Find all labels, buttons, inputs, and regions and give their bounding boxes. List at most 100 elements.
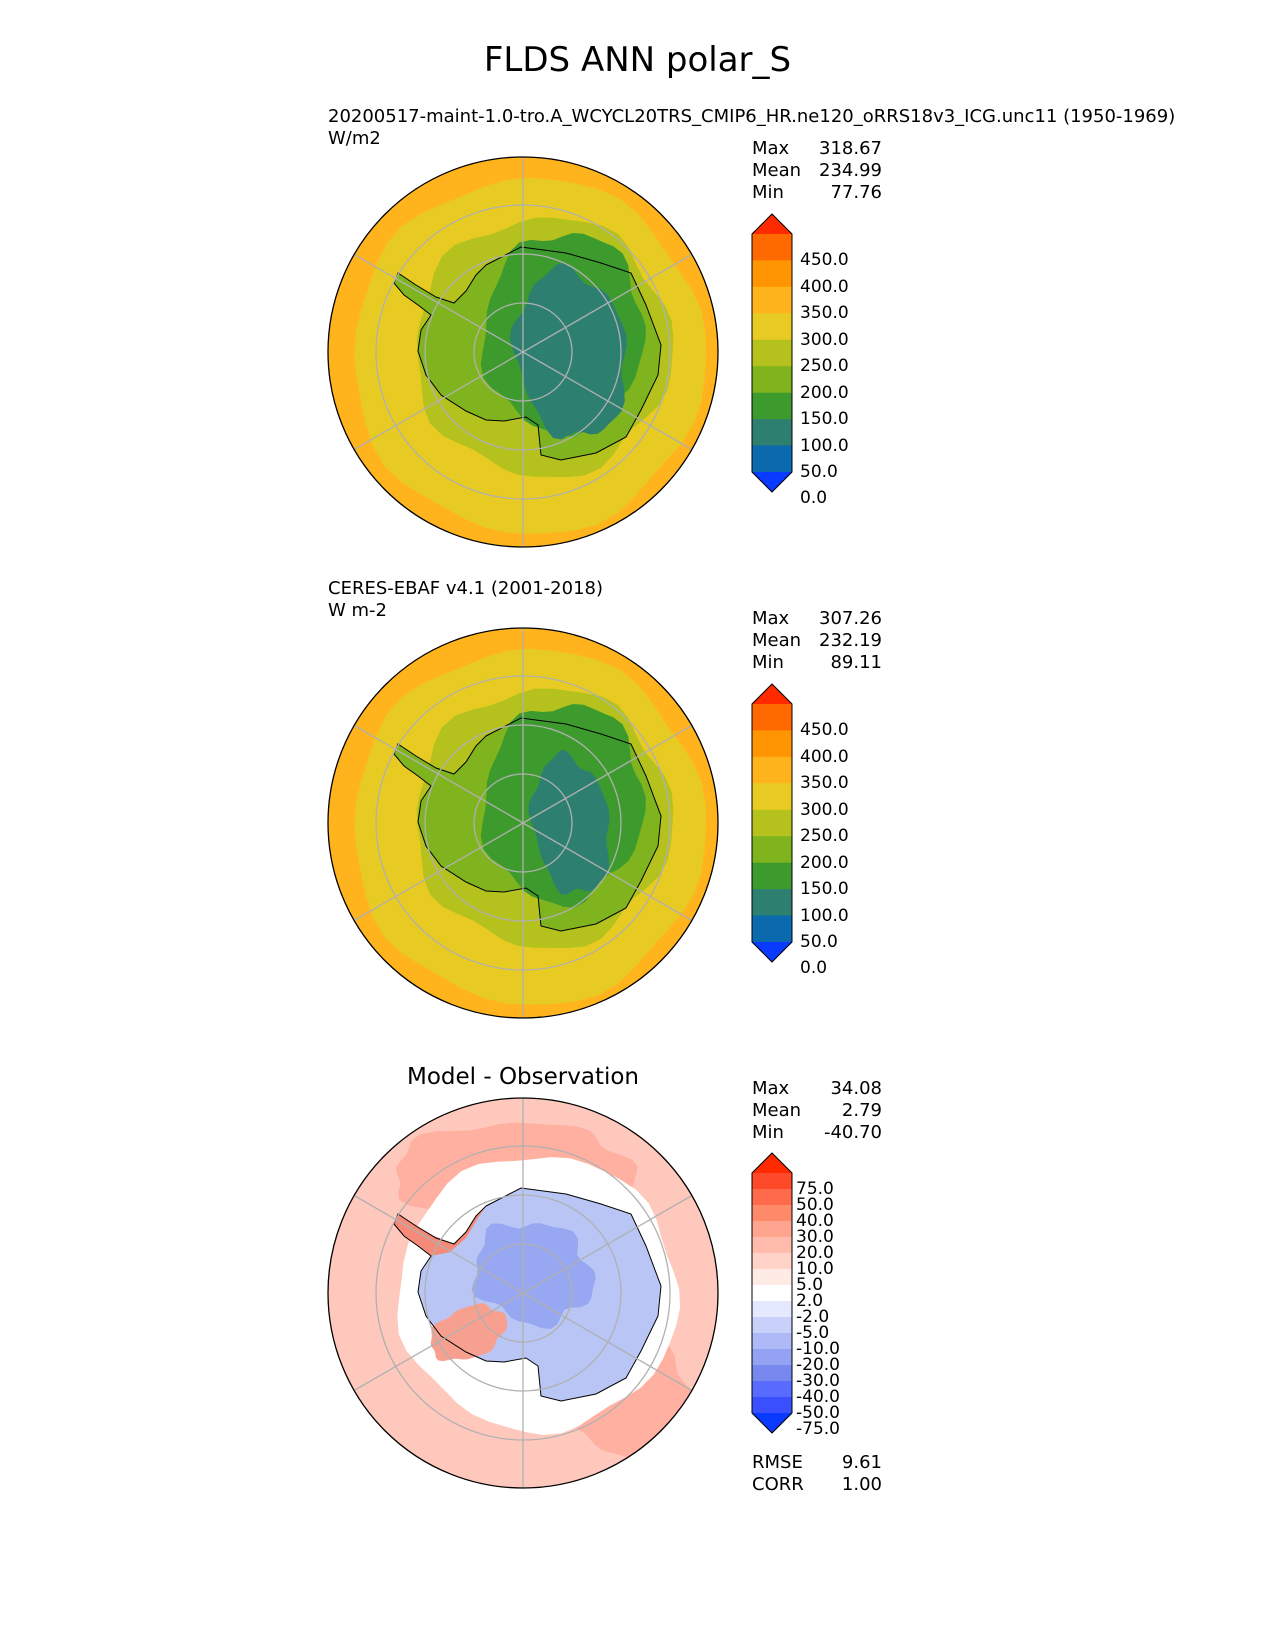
colorbar-tick-label: 50.0 bbox=[796, 1195, 834, 1215]
longitude-line bbox=[522, 1292, 693, 1392]
longitude-line bbox=[522, 822, 693, 922]
colorbar-tick-label: 200.0 bbox=[800, 382, 849, 403]
colorbar-extend-min bbox=[752, 1413, 792, 1433]
stat-rmse: RMSE 9.61 bbox=[752, 1452, 882, 1473]
polar-map-difference bbox=[327, 1097, 719, 1489]
colorbar-segment bbox=[752, 1205, 792, 1222]
colorbar-tick-label: 0.0 bbox=[800, 958, 828, 979]
error-stats-box: RMSE 9.61 CORR 1.00 bbox=[752, 1452, 882, 1496]
colorbar-segment bbox=[752, 1381, 792, 1398]
colorbar-outline bbox=[751, 213, 793, 493]
longitude-line bbox=[353, 253, 524, 353]
colorbar-extend-max bbox=[752, 214, 792, 234]
coastline bbox=[393, 717, 662, 932]
polar-map-observation bbox=[327, 627, 719, 1019]
colorbar-segment bbox=[752, 704, 792, 731]
colorbar-segment bbox=[752, 1189, 792, 1206]
colorbar-segment bbox=[752, 286, 792, 314]
colorbar-tick-label: 400.0 bbox=[800, 276, 849, 297]
colorbar-tick-label: 2.0 bbox=[796, 1291, 824, 1311]
colorbar-tick-label: 350.0 bbox=[800, 303, 849, 324]
colorbar-tick-label: -30.0 bbox=[796, 1371, 840, 1391]
model-units: W/m2 bbox=[328, 128, 381, 149]
colorbar-segment bbox=[752, 915, 792, 943]
colorbar-tick-label: -2.0 bbox=[796, 1307, 830, 1327]
obs-dataset-title: CERES-EBAF v4.1 (2001-2018) bbox=[328, 578, 604, 599]
colorbar-segment bbox=[752, 1317, 792, 1334]
longitude-line bbox=[522, 1194, 693, 1294]
stat-mean: Mean 234.99 bbox=[752, 160, 882, 181]
stat-mean: Mean 232.19 bbox=[752, 630, 882, 651]
colorbar-tick-label: -10.0 bbox=[796, 1339, 840, 1359]
colorbar-tick-label: 250.0 bbox=[800, 826, 849, 847]
map-boundary bbox=[327, 156, 719, 548]
colorbar-segment bbox=[752, 836, 792, 864]
colorbar-tick-label: 5.0 bbox=[796, 1275, 824, 1295]
colorbar-tick-label: 10.0 bbox=[796, 1259, 834, 1279]
colorbar-tick-label: 400.0 bbox=[800, 746, 849, 767]
stat-mean: Mean 2.79 bbox=[752, 1100, 882, 1121]
colorbar-segment bbox=[752, 1397, 792, 1414]
stat-min: Min 89.11 bbox=[752, 652, 882, 673]
map-boundary bbox=[327, 1097, 719, 1489]
colorbar-segment bbox=[752, 1365, 792, 1382]
colorbar-segment bbox=[752, 889, 792, 917]
map-boundary bbox=[327, 627, 719, 1019]
colorbar-segment bbox=[752, 1285, 792, 1302]
colorbar-extend-min bbox=[752, 942, 792, 962]
longitude-line bbox=[522, 253, 693, 353]
colorbar-segment bbox=[752, 1349, 792, 1366]
colorbar-tick-label: 30.0 bbox=[796, 1227, 834, 1247]
colorbar-extend-max bbox=[752, 1153, 792, 1173]
colorbar-tick-label: -40.0 bbox=[796, 1387, 840, 1407]
colorbar-outline bbox=[751, 1152, 793, 1434]
positive-anomaly bbox=[430, 1303, 508, 1362]
obs-units: W m-2 bbox=[328, 600, 388, 621]
colorbar-segment bbox=[752, 730, 792, 758]
colorbar-segment bbox=[752, 1301, 792, 1318]
longitude-line bbox=[353, 351, 524, 451]
colorbar-segment bbox=[752, 234, 792, 261]
colorbar-segment bbox=[752, 756, 792, 784]
colorbar-segment bbox=[752, 809, 792, 837]
colorbar-segment bbox=[752, 1221, 792, 1238]
longitude-line bbox=[522, 351, 693, 451]
plateau-field bbox=[528, 750, 610, 895]
colorbar-tick-label: 100.0 bbox=[800, 435, 849, 456]
longitude-line bbox=[353, 1194, 524, 1294]
colorbar-tick-label: -50.0 bbox=[796, 1403, 840, 1423]
panel-title: 20200517-maint-1.0-tro.A_WCYCL20TRS_CMIP… bbox=[328, 106, 1175, 150]
colorbar-difference bbox=[751, 1152, 793, 1434]
colorbar-tick-label: 50.0 bbox=[800, 932, 838, 952]
stat-min: Min 77.76 bbox=[752, 182, 882, 203]
stat-max: Max 34.08 bbox=[752, 1078, 882, 1099]
colorbar-tick-label: 150.0 bbox=[800, 409, 849, 430]
colorbar-segment bbox=[752, 1333, 792, 1350]
stats-box: Max 307.26 Mean 232.19 Min 89.11 bbox=[752, 608, 882, 674]
colorbar-segment bbox=[752, 366, 792, 394]
colorbar-tick-label: 450.0 bbox=[800, 720, 849, 741]
colorbar-tick-label: 50.0 bbox=[800, 462, 838, 482]
colorbar-tick-label: -5.0 bbox=[796, 1323, 830, 1343]
colorbar-tick-label: 250.0 bbox=[800, 356, 849, 377]
stat-max: Max 307.26 bbox=[752, 608, 882, 629]
stats-box: Max 34.08 Mean 2.79 Min -40.70 bbox=[752, 1078, 882, 1144]
colorbar-tick-label: 300.0 bbox=[800, 799, 849, 820]
colorbar-segment bbox=[752, 392, 792, 420]
colorbar-tick-label: 200.0 bbox=[800, 852, 849, 873]
colorbar-extend-min bbox=[752, 472, 792, 492]
colorbar-tick-label: 450.0 bbox=[800, 250, 849, 271]
colorbar-segment bbox=[752, 783, 792, 811]
colorbar-tick-label: 150.0 bbox=[800, 879, 849, 900]
colorbar-segment bbox=[752, 1173, 792, 1190]
stat-max: Max 318.67 bbox=[752, 138, 882, 159]
longitude-line bbox=[522, 724, 693, 824]
longitude-line bbox=[353, 822, 524, 922]
colorbar-observation bbox=[751, 683, 793, 963]
colorbar-segment bbox=[752, 1269, 792, 1286]
colorbar-tick-label: 75.0 bbox=[796, 1179, 834, 1199]
polar-map-model bbox=[327, 156, 719, 548]
colorbar-segment bbox=[752, 260, 792, 288]
colorbar-segment bbox=[752, 339, 792, 367]
stat-min: Min -40.70 bbox=[752, 1122, 882, 1143]
